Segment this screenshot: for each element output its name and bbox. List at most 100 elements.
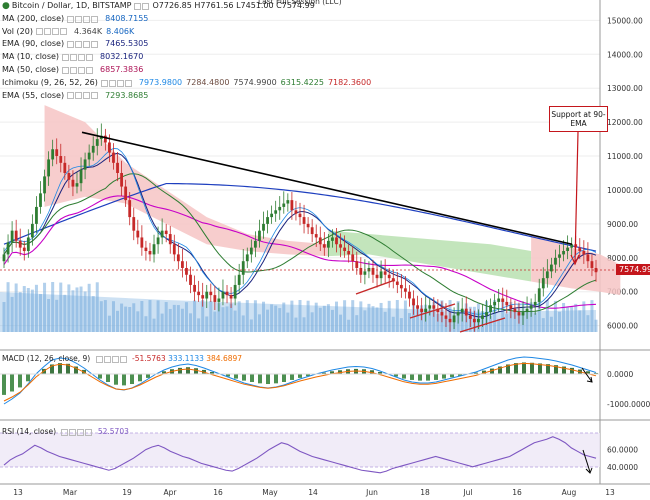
candle-body: [47, 159, 51, 177]
macd-histogram-bar: [538, 363, 542, 375]
candle-body: [343, 247, 347, 252]
volume-bar: [59, 282, 63, 332]
volume-bar: [241, 315, 245, 332]
time-tick-label: Jul: [462, 488, 472, 497]
candle-body: [229, 295, 233, 299]
header-buttons[interactable]: [134, 2, 150, 10]
ohlc-close: C7574.99: [276, 1, 315, 10]
macd-value: 333.1133: [168, 354, 207, 363]
candle-body: [241, 261, 245, 275]
macd-histogram-bar: [210, 371, 214, 375]
indicator-buttons[interactable]: [67, 92, 99, 100]
candle-body: [116, 162, 119, 173]
volume-bar: [489, 315, 493, 332]
volume-bar: [6, 282, 10, 332]
price-tick-label: 8000.00: [607, 254, 638, 263]
volume-bar: [343, 300, 347, 332]
macd-histogram-bar: [450, 374, 454, 378]
indicator-value: 6857.3836: [100, 64, 144, 74]
candle-body: [521, 312, 525, 316]
indicator-buttons[interactable]: [67, 41, 99, 49]
candle-body: [456, 312, 460, 316]
indicator-row[interactable]: MA (50, close) 6857.3836: [2, 64, 371, 77]
indicator-buttons[interactable]: [35, 28, 67, 36]
volume-bar: [128, 307, 132, 332]
candle-body: [545, 271, 549, 279]
indicator-row[interactable]: MA (200, close) 8408.7155: [2, 13, 371, 26]
volume-bar: [107, 315, 111, 332]
indicator-legend: ● Bitcoin / Dollar, 1D, BITSTAMP O7726.8…: [2, 0, 371, 102]
candle-body: [371, 267, 375, 275]
volume-bar: [38, 294, 42, 332]
candle-body: [59, 156, 63, 163]
volume-bar: [286, 312, 290, 332]
candle-body: [460, 308, 464, 313]
candle-body: [294, 210, 298, 214]
indicator-buttons[interactable]: [62, 54, 94, 62]
candle-body: [205, 291, 209, 299]
volume-bar: [229, 303, 233, 332]
symbol-icon: ●: [2, 1, 10, 11]
candle-body: [436, 308, 440, 313]
indicator-buttons[interactable]: [67, 15, 99, 23]
volume-bar: [387, 300, 391, 332]
indicator-value: 7574.9900: [233, 77, 277, 87]
volume-bar: [22, 286, 26, 332]
volume-bar: [553, 300, 557, 332]
volume-bar: [71, 290, 75, 332]
volume-bar: [132, 303, 136, 332]
candle-body: [185, 267, 188, 275]
indicator-row[interactable]: Ichimoku (9, 26, 52, 26) 7973.9800 7284.48…: [2, 77, 371, 90]
macd-line: [3, 356, 597, 405]
candle-body: [432, 305, 436, 309]
time-tick-label: Mar: [63, 488, 78, 497]
macd-tick-label: 0.0000: [607, 370, 633, 379]
candle-body: [83, 159, 87, 170]
candle-body: [472, 318, 476, 323]
candle-body: [197, 291, 201, 296]
candle-body: [464, 308, 468, 316]
candle-body: [290, 200, 294, 211]
candle-body: [193, 284, 196, 292]
indicator-buttons[interactable]: [100, 79, 132, 87]
macd-histogram-bar: [18, 374, 22, 388]
price-tick-label: 9000.00: [607, 220, 638, 229]
volume-bar: [578, 310, 582, 332]
macd-value: 384.6897: [206, 354, 243, 363]
macd-histogram-bar: [250, 374, 254, 382]
candle-body: [262, 223, 265, 231]
indicator-row[interactable]: MA (10, close) 8032.1670: [2, 51, 371, 64]
candle-body: [270, 213, 274, 218]
candle-body: [26, 237, 30, 252]
indicator-row[interactable]: EMA (90, close) 7465.5305: [2, 38, 371, 51]
candle-body: [408, 291, 411, 299]
candle-body: [513, 308, 517, 313]
candle-body: [590, 261, 594, 268]
volume-bar: [26, 288, 30, 332]
candle-body: [164, 230, 168, 235]
volume-bar: [10, 296, 14, 332]
volume-bar: [176, 305, 180, 332]
volume-bar: [314, 302, 318, 332]
indicator-row[interactable]: EMA (55, close) 7293.8685: [2, 90, 371, 103]
volume-bar: [116, 310, 120, 332]
macd-histogram-bar: [458, 374, 462, 376]
candle-body: [395, 281, 399, 285]
volume-bar: [83, 291, 87, 332]
candle-body: [266, 217, 269, 224]
price-tick-label: 12000.00: [607, 118, 643, 127]
indicator-label: Vol (20): [2, 26, 33, 36]
volume-bar: [355, 315, 359, 332]
rsi-arrowhead: [585, 467, 593, 474]
volume-bar: [298, 300, 302, 332]
symbol-title: Bitcoin / Dollar, 1D, BITSTAMP: [11, 1, 132, 10]
indicator-row[interactable]: Vol (20) 4.364K 8.406K: [2, 26, 371, 39]
indicator-buttons[interactable]: [62, 66, 94, 74]
candle-body: [339, 244, 342, 248]
macd-histogram-bar: [586, 371, 590, 375]
volume-bar: [2, 302, 6, 332]
candle-body: [221, 291, 225, 299]
candle-body: [75, 183, 79, 187]
time-tick-label: 16: [213, 488, 223, 497]
